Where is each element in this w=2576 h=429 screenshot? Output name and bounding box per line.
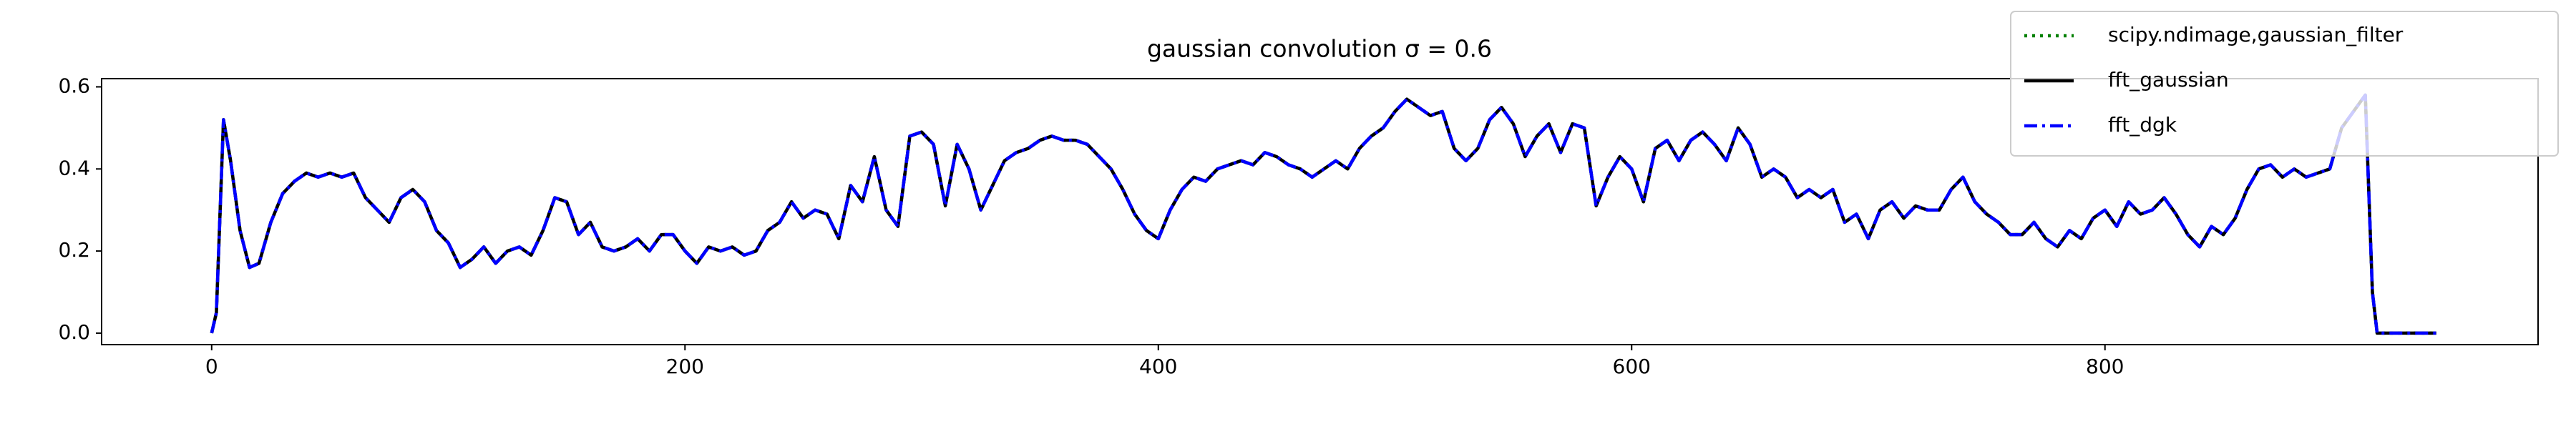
x-tick-label: 400	[1139, 355, 1177, 378]
legend: scipy.ndimage,gaussian_filter fft_gaussia…	[2010, 11, 2559, 157]
legend-label: scipy.ndimage,gaussian_filter	[2108, 23, 2404, 46]
chart-title: gaussian convolution σ = 0.6	[1147, 35, 1492, 63]
data-line	[210, 93, 2436, 335]
x-tick-label: 800	[2086, 355, 2124, 378]
legend-label: fft_dgk	[2108, 113, 2177, 137]
legend-label: fft_gaussian	[2108, 68, 2229, 92]
y-tick-label: 0.4	[58, 156, 90, 179]
x-tick-label: 0	[205, 355, 218, 378]
y-tick-label: 0.2	[58, 238, 90, 262]
y-tick-label: 0.6	[58, 74, 90, 97]
x-tick-label: 600	[1613, 355, 1651, 378]
x-tick-label: 200	[666, 355, 704, 378]
y-tick-label: 0.0	[58, 320, 90, 344]
legend-box	[2010, 11, 2559, 157]
plot-frame	[101, 78, 2539, 345]
